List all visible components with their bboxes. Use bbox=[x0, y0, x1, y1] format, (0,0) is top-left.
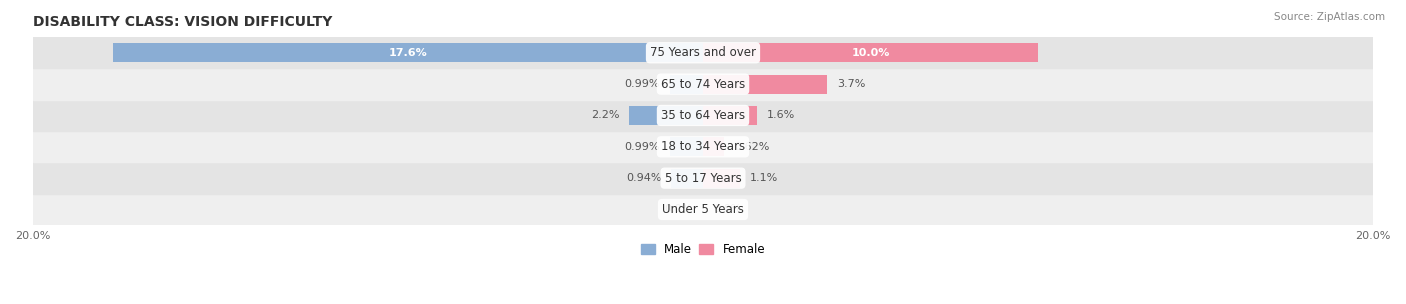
Bar bbox=[703, 169, 740, 188]
Text: 1.1%: 1.1% bbox=[749, 173, 778, 183]
Text: 3.7%: 3.7% bbox=[837, 79, 866, 89]
Text: 2.2%: 2.2% bbox=[591, 110, 619, 120]
Text: 5 to 17 Years: 5 to 17 Years bbox=[665, 172, 741, 185]
Text: 17.6%: 17.6% bbox=[388, 48, 427, 58]
Text: 65 to 74 Years: 65 to 74 Years bbox=[661, 78, 745, 91]
Text: 0.0%: 0.0% bbox=[665, 205, 693, 215]
Text: 10.0%: 10.0% bbox=[852, 48, 890, 58]
Bar bbox=[669, 75, 703, 94]
Text: Under 5 Years: Under 5 Years bbox=[662, 203, 744, 216]
Bar bbox=[32, 68, 1374, 100]
Text: 35 to 64 Years: 35 to 64 Years bbox=[661, 109, 745, 122]
Text: DISABILITY CLASS: VISION DIFFICULTY: DISABILITY CLASS: VISION DIFFICULTY bbox=[32, 15, 332, 29]
Text: 0.94%: 0.94% bbox=[626, 173, 661, 183]
Text: 0.99%: 0.99% bbox=[624, 79, 659, 89]
Bar bbox=[672, 169, 703, 188]
Bar bbox=[112, 43, 703, 62]
Bar bbox=[703, 106, 756, 125]
Text: 0.62%: 0.62% bbox=[734, 142, 769, 152]
Bar bbox=[32, 37, 1374, 68]
Bar bbox=[703, 43, 1038, 62]
Bar bbox=[32, 194, 1374, 225]
Text: Source: ZipAtlas.com: Source: ZipAtlas.com bbox=[1274, 12, 1385, 22]
Text: 18 to 34 Years: 18 to 34 Years bbox=[661, 140, 745, 153]
Text: 0.99%: 0.99% bbox=[624, 142, 659, 152]
Bar bbox=[32, 131, 1374, 162]
Text: 0.0%: 0.0% bbox=[713, 205, 741, 215]
Bar bbox=[703, 75, 827, 94]
Bar bbox=[703, 137, 724, 156]
Bar bbox=[630, 106, 703, 125]
Bar bbox=[32, 100, 1374, 131]
Bar bbox=[669, 137, 703, 156]
Text: 1.6%: 1.6% bbox=[766, 110, 794, 120]
Text: 75 Years and over: 75 Years and over bbox=[650, 46, 756, 59]
Legend: Male, Female: Male, Female bbox=[636, 238, 770, 261]
Bar bbox=[32, 162, 1374, 194]
